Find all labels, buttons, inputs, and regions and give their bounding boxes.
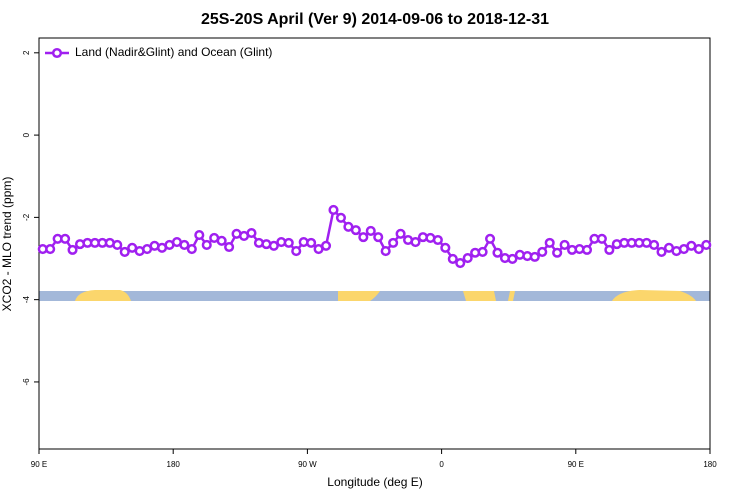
point [440,242,451,253]
point [60,233,71,244]
point [283,237,294,248]
point [320,240,332,251]
point [656,246,667,257]
point [179,239,190,250]
point [112,239,123,250]
point [67,244,78,255]
point [358,232,369,243]
point [604,244,615,255]
y-tick-label: -4 [22,296,31,304]
x-tick-label: 180 [167,460,181,469]
point [365,225,376,237]
point [485,233,496,244]
point [455,257,466,269]
point [246,227,257,239]
y-tick-label: 0 [22,132,31,137]
point [119,246,130,257]
x-axis-label: Longitude (deg E) [327,475,422,489]
y-axis-label: XCO2 - MLO trend (ppm) [0,177,14,312]
y-tick-label: 2 [22,50,31,55]
point [306,237,317,248]
x-tick-label: 90 E [568,460,584,469]
y-tick-label: -6 [22,378,31,386]
x-tick-label: 90 E [31,460,47,469]
point [186,244,197,255]
point [410,237,421,248]
point [328,204,339,216]
point [447,253,458,264]
point [350,225,361,236]
point [649,239,660,250]
point [544,237,555,248]
point [380,246,391,257]
point [596,233,607,244]
point [224,241,235,253]
point [507,253,518,264]
point [373,232,384,243]
point [388,237,399,248]
x-tick-label: 180 [703,460,717,469]
point [201,239,212,250]
point [529,251,540,262]
point [477,246,488,257]
point [291,246,302,257]
point [537,246,548,257]
point [552,247,563,258]
x-tick-label: 90 W [298,460,317,469]
point [581,244,593,255]
chart-title: 25S-20S April (Ver 9) 2014-09-06 to 2018… [201,11,549,28]
plot-frame [38,37,711,450]
point [432,234,443,246]
point [693,244,704,255]
land-ocean-strip [39,290,710,301]
point [335,212,347,223]
y-tick-label: -2 [22,213,31,221]
point [492,247,503,258]
legend-marker [51,47,63,59]
x-tick-label: 0 [439,460,444,469]
point [216,235,227,246]
point [268,240,279,251]
legend-label: Land (Nadir&Glint) and Ocean (Glint) [75,45,272,59]
point [45,244,56,255]
point [701,239,712,250]
point [194,230,205,241]
point [559,239,570,250]
point [395,228,406,239]
point [462,253,473,264]
